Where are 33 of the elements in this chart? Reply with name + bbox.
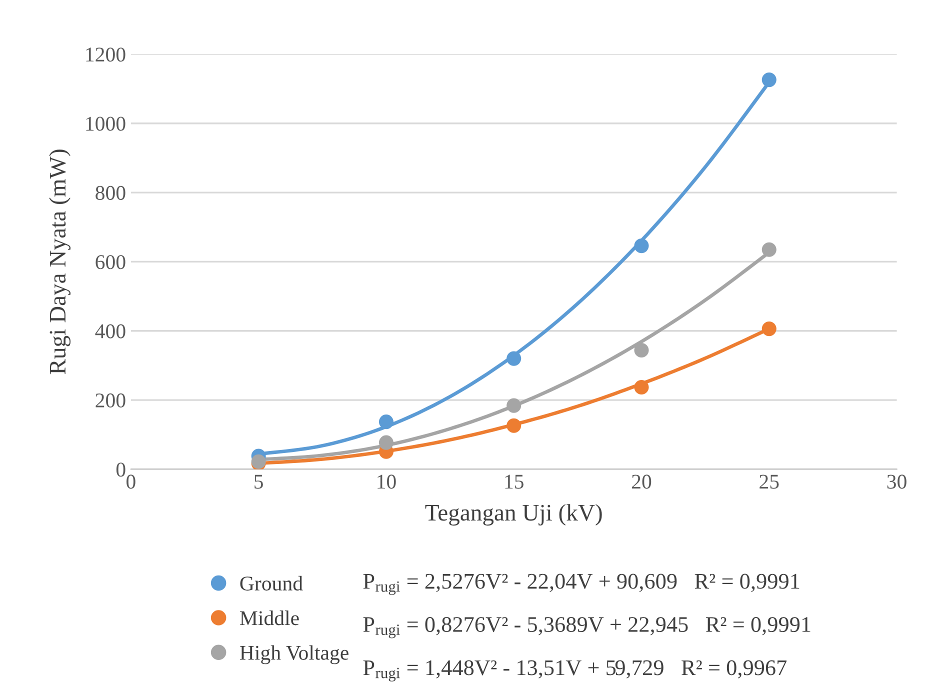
point xyxy=(634,380,649,395)
text: P$_{rugi}$ = 0,8276V² - 5,3689V + 22,945 R² = 0,9991 xyxy=(363,617,810,638)
y-tick-label: 600 xyxy=(96,255,126,270)
point xyxy=(762,242,776,257)
point xyxy=(378,435,394,450)
x-tick-label: 0 xyxy=(126,474,136,489)
point xyxy=(634,238,649,254)
x-tick-label: 20 xyxy=(632,474,652,489)
point xyxy=(378,414,394,430)
y-tick-label: 1000 xyxy=(86,116,126,131)
x-tick-label: 5 xyxy=(254,474,263,489)
text: P$_{rugi}$ = 1,448V² - 13,51V + 59,729 R² = 0,9967 xyxy=(363,660,787,682)
legend-label: Ground xyxy=(240,576,303,591)
point xyxy=(634,342,649,358)
y-tick-label: 200 xyxy=(96,393,126,408)
x-tick-label: 25 xyxy=(760,474,779,489)
y-tick-label: 400 xyxy=(95,324,126,338)
y-tick-label: 1200 xyxy=(86,48,126,62)
point xyxy=(762,322,776,336)
x-tick-label: 15 xyxy=(505,474,524,489)
x-tick-label: 10 xyxy=(378,474,396,489)
legend-label: Middle xyxy=(240,610,299,626)
text: P$_{rugi}$ = 2,5276V² - 22,04V + 90,609 R² = 0,9991 xyxy=(363,574,800,595)
y-tick-label: 0 xyxy=(116,462,126,477)
legend-label: High Voltage xyxy=(240,645,348,664)
point xyxy=(506,398,522,413)
y-axis-title: Rugi Daya Nyata (mW) xyxy=(49,150,71,374)
point xyxy=(762,72,776,88)
point xyxy=(506,351,522,366)
y-tick-label: 800 xyxy=(96,186,126,200)
x-tick-label: 30 xyxy=(887,474,906,489)
point xyxy=(506,418,522,433)
x-axis-title: Tegangan Uji (kV) xyxy=(425,504,602,526)
